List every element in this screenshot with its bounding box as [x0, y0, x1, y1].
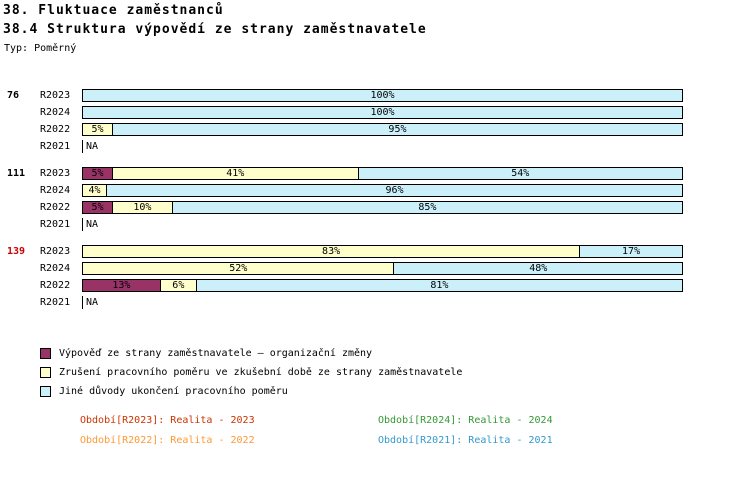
- bar-segment: 5%: [83, 202, 113, 213]
- period-legend-item: Období[R2023]: Realita - 2023: [80, 414, 255, 426]
- legend-swatch-icon: [40, 386, 51, 397]
- bar-track: 5% 10% 85%: [82, 201, 683, 214]
- bar-group: 111 R2023 5% 41% 54% R2024 4% 96% R2022 5% 10% 85% R…: [0, 165, 683, 233]
- legend-item: Zrušení pracovního poměru ve zkušební do…: [40, 363, 462, 382]
- bar-segment: 17%: [580, 246, 682, 257]
- bar-segment: 48%: [394, 263, 682, 274]
- bar-segment: 10%: [112, 202, 173, 213]
- legend: Výpověď ze strany zaměstnavatele – organ…: [40, 344, 462, 401]
- period-label: R2022: [40, 280, 71, 291]
- period-label: R2023: [40, 90, 71, 101]
- bar-segment: 6%: [160, 280, 197, 291]
- bar-track: 83% 17%: [82, 245, 683, 258]
- type-label: Typ: Poměrný: [4, 43, 77, 54]
- stacked-bar: 100%: [82, 89, 683, 102]
- legend-swatch-icon: [40, 367, 51, 378]
- bar-track: NA: [82, 218, 683, 231]
- chart-row: R2021 NA: [0, 294, 683, 311]
- page-title: 38. Fluktuace zaměstnanců: [3, 3, 224, 18]
- group-label: 76: [7, 90, 20, 101]
- chart-row: R2024 100%: [0, 104, 683, 121]
- bar-segment: 83%: [83, 246, 581, 257]
- period-legend-item: Období[R2024]: Realita - 2024: [378, 414, 553, 426]
- group-label: 139: [7, 246, 26, 257]
- bar-segment: 5%: [83, 168, 113, 179]
- stacked-bar: 52% 48%: [82, 262, 683, 275]
- period-label: R2023: [40, 246, 71, 257]
- chart-row: R2021 NA: [0, 138, 683, 155]
- group-label: 111: [7, 168, 26, 179]
- period-label: R2021: [40, 297, 71, 308]
- legend-label: Jiné důvody ukončení pracovního poměru: [59, 386, 288, 397]
- bar-segment: 85%: [172, 202, 682, 213]
- bar-track: 5% 41% 54%: [82, 167, 683, 180]
- stacked-bar: 100%: [82, 106, 683, 119]
- chart-row: R2024 4% 96%: [0, 182, 683, 199]
- chart-row: 139 R2023 83% 17%: [0, 243, 683, 260]
- period-label: R2024: [40, 263, 71, 274]
- period-legend-item: Období[R2022]: Realita - 2022: [80, 434, 255, 446]
- period-label: R2022: [40, 202, 71, 213]
- na-label: NA: [82, 140, 683, 153]
- period-legend: Období[R2023]: Realita - 2023 Období[R202…: [80, 410, 553, 450]
- stacked-bar: 5% 41% 54%: [82, 167, 683, 180]
- legend-label: Výpověď ze strany zaměstnavatele – organ…: [59, 348, 373, 359]
- bar-segment: 13%: [83, 280, 161, 291]
- chart-row: R2022 5% 10% 85%: [0, 199, 683, 216]
- bar-track: 4% 96%: [82, 184, 683, 197]
- bar-segment: 54%: [358, 168, 682, 179]
- stacked-bar: 4% 96%: [82, 184, 683, 197]
- stacked-bar: 5% 95%: [82, 123, 683, 136]
- bar-segment: 4%: [83, 185, 107, 196]
- na-label: NA: [82, 218, 683, 231]
- period-label: R2024: [40, 107, 71, 118]
- bar-group: 139 R2023 83% 17% R2024 52% 48% R2022 13% 6% 81% R2…: [0, 243, 683, 311]
- period-label: R2023: [40, 168, 71, 179]
- bar-track: 13% 6% 81%: [82, 279, 683, 292]
- stacked-bar: 5% 10% 85%: [82, 201, 683, 214]
- bar-segment: 100%: [83, 90, 682, 101]
- legend-label: Zrušení pracovního poměru ve zkušební do…: [59, 367, 463, 378]
- bar-track: 100%: [82, 106, 683, 119]
- bar-track: 5% 95%: [82, 123, 683, 136]
- bar-track: 52% 48%: [82, 262, 683, 275]
- chart-row: R2024 52% 48%: [0, 260, 683, 277]
- period-label: R2022: [40, 124, 71, 135]
- legend-item: Jiné důvody ukončení pracovního poměru: [40, 382, 462, 401]
- chart-row: 76 R2023 100%: [0, 87, 683, 104]
- legend-item: Výpověď ze strany zaměstnavatele – organ…: [40, 344, 462, 363]
- chart-subtitle: 38.4 Struktura výpovědí ze strany zaměst…: [3, 22, 427, 37]
- bar-segment: 100%: [83, 107, 682, 118]
- period-label: R2021: [40, 141, 71, 152]
- bar-group: 76 R2023 100% R2024 100% R2022 5% 95% R2021 NA: [0, 87, 683, 155]
- bar-track: NA: [82, 140, 683, 153]
- period-legend-row: Období[R2023]: Realita - 2023 Období[R202…: [80, 410, 553, 430]
- period-legend-item: Období[R2021]: Realita - 2021: [378, 434, 553, 446]
- chart-row: R2022 5% 95%: [0, 121, 683, 138]
- bar-track: 100%: [82, 89, 683, 102]
- bar-segment: 41%: [112, 168, 359, 179]
- legend-swatch-icon: [40, 348, 51, 359]
- na-label: NA: [82, 296, 683, 309]
- stacked-bar: 83% 17%: [82, 245, 683, 258]
- chart-row: R2022 13% 6% 81%: [0, 277, 683, 294]
- bar-segment: 52%: [83, 263, 395, 274]
- stacked-bar: 13% 6% 81%: [82, 279, 683, 292]
- period-legend-row: Období[R2022]: Realita - 2022 Období[R202…: [80, 430, 553, 450]
- period-label: R2021: [40, 219, 71, 230]
- chart-row: 111 R2023 5% 41% 54%: [0, 165, 683, 182]
- period-label: R2024: [40, 185, 71, 196]
- chart-row: R2021 NA: [0, 216, 683, 233]
- chart: 76 R2023 100% R2024 100% R2022 5% 95% R2021 NA 111…: [0, 87, 683, 321]
- bar-track: NA: [82, 296, 683, 309]
- bar-segment: 95%: [112, 124, 682, 135]
- bar-segment: 5%: [83, 124, 113, 135]
- bar-segment: 96%: [106, 185, 682, 196]
- bar-segment: 81%: [196, 280, 682, 291]
